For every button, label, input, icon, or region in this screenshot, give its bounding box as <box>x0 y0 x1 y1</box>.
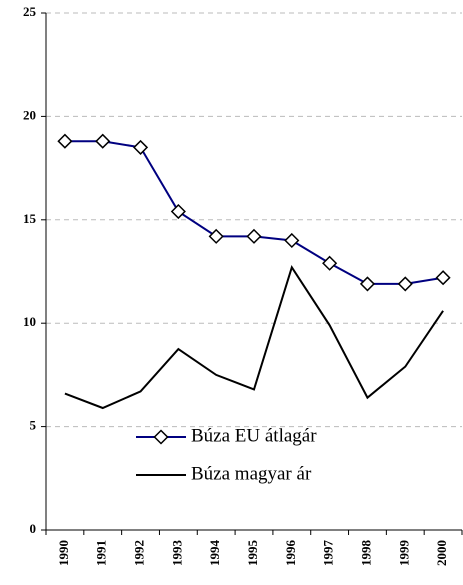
marker <box>322 255 338 271</box>
marker <box>132 139 149 155</box>
y-tick-label: 5 <box>30 418 37 433</box>
y-tick-label: 20 <box>23 107 36 122</box>
marker <box>95 133 111 149</box>
x-tick-label: 1992 <box>132 540 147 566</box>
x-tick-label: 1990 <box>56 540 71 566</box>
x-tick-label: 2000 <box>434 540 449 566</box>
marker <box>435 270 451 286</box>
x-tick-label: 1999 <box>396 540 411 567</box>
marker <box>208 228 224 244</box>
marker <box>170 203 186 220</box>
x-tick-label: 1998 <box>358 540 373 567</box>
marker <box>57 133 73 149</box>
marker <box>397 276 413 292</box>
legend-label: Búza EU átlagár <box>191 425 317 446</box>
y-tick-label: 10 <box>23 314 36 329</box>
x-tick-label: 1997 <box>321 540 336 567</box>
x-tick-label: 1994 <box>207 540 222 567</box>
marker <box>246 228 262 244</box>
marker <box>284 232 300 249</box>
x-tick-label: 1995 <box>245 540 260 567</box>
y-tick-label: 0 <box>30 521 37 536</box>
legend-marker <box>153 429 169 445</box>
series-line <box>64 265 444 410</box>
series-line <box>64 140 444 285</box>
x-tick-label: 1996 <box>283 540 298 567</box>
y-tick-label: 25 <box>23 4 37 19</box>
x-tick-label: 1993 <box>169 540 184 567</box>
x-tick-label: 1991 <box>94 540 109 566</box>
marker <box>359 276 376 292</box>
y-tick-label: 15 <box>23 211 37 226</box>
legend-label: Búza magyar ár <box>191 463 312 484</box>
